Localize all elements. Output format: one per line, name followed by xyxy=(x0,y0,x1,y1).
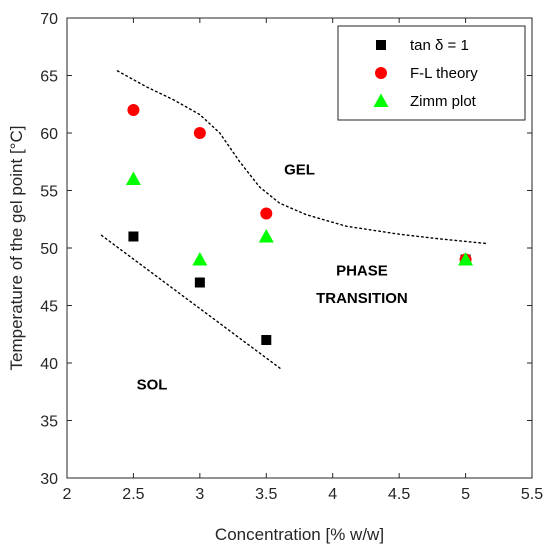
region-label: PHASE xyxy=(336,263,388,280)
legend-label: Zimm plot xyxy=(410,93,477,110)
annotation-layer: GEL PHASE TRANSITION SOL xyxy=(137,161,408,393)
circle-point xyxy=(193,127,206,139)
y-tick-label: 35 xyxy=(40,414,58,431)
y-tick-label: 60 xyxy=(40,126,58,143)
x-axis-label: Concentration [% w/w] xyxy=(215,525,384,544)
legend-marker-triangle xyxy=(373,93,389,107)
triangle-point xyxy=(458,252,474,266)
x-tick-label: 2 xyxy=(63,486,72,503)
x-tick-label: 2.5 xyxy=(122,486,144,503)
y-tick-label: 45 xyxy=(40,299,58,316)
region-label: SOL xyxy=(137,376,168,393)
x-tick-label: 3.5 xyxy=(255,486,277,503)
legend-marker-circle xyxy=(375,67,387,79)
circle-point xyxy=(127,104,140,116)
legend-label: F-L theory xyxy=(410,65,478,82)
boundary-line-1 xyxy=(116,70,487,245)
points-layer xyxy=(125,104,474,345)
boundary-layer xyxy=(100,70,487,371)
legend-label: tan δ = 1 xyxy=(410,37,469,54)
y-tick-label: 30 xyxy=(40,471,58,488)
y-axis-label: Temperature of the gel point [°C] xyxy=(7,126,26,371)
square-point xyxy=(128,231,139,242)
tick-layer: 2 2.5 3 3.5 4 4.5 5 5.5 30 35 40 45 50 55 60 65 70 xyxy=(40,11,543,503)
y-tick-label: 40 xyxy=(40,356,58,373)
circle-point xyxy=(260,207,273,220)
legend-box xyxy=(337,25,526,121)
boundary-line-2 xyxy=(100,234,283,371)
y-tick-label: 50 xyxy=(40,241,58,258)
triangle-point xyxy=(258,229,274,243)
legend: tan δ = 1 F-L theory Zimm plot xyxy=(337,25,526,121)
square-point xyxy=(261,335,272,345)
y-tick-label: 65 xyxy=(40,69,58,86)
region-label: TRANSITION xyxy=(316,290,408,307)
y-tick-label: 70 xyxy=(40,11,58,28)
x-tick-label: 4 xyxy=(328,486,337,503)
triangle-point xyxy=(125,171,141,185)
region-label: GEL xyxy=(284,161,315,178)
x-tick-label: 5 xyxy=(461,486,470,503)
x-tick-label: 4.5 xyxy=(388,486,410,503)
x-tick-label: 3 xyxy=(195,486,204,503)
square-point xyxy=(194,277,205,288)
legend-marker-square xyxy=(376,40,386,50)
x-tick-label: 5.5 xyxy=(521,486,543,503)
triangle-point xyxy=(192,252,208,266)
y-tick-label: 55 xyxy=(40,184,58,201)
